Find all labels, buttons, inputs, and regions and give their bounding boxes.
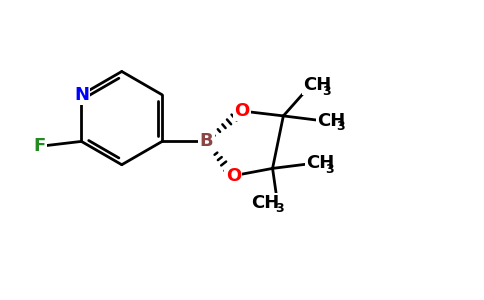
- Text: 3: 3: [326, 163, 334, 176]
- Text: CH: CH: [306, 154, 334, 172]
- Text: N: N: [74, 86, 89, 104]
- Text: O: O: [226, 167, 241, 185]
- Text: 3: 3: [336, 120, 345, 133]
- Text: O: O: [234, 102, 249, 120]
- Text: F: F: [33, 137, 46, 155]
- Text: CH: CH: [303, 76, 331, 94]
- Text: B: B: [199, 132, 213, 150]
- Text: 3: 3: [323, 85, 331, 98]
- Text: CH: CH: [251, 194, 279, 212]
- Text: 3: 3: [275, 202, 284, 215]
- Text: CH: CH: [317, 112, 345, 130]
